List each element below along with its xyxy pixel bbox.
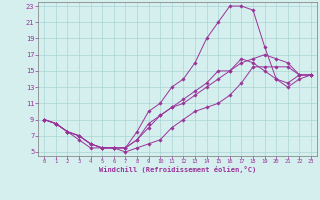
X-axis label: Windchill (Refroidissement éolien,°C): Windchill (Refroidissement éolien,°C) (99, 166, 256, 173)
